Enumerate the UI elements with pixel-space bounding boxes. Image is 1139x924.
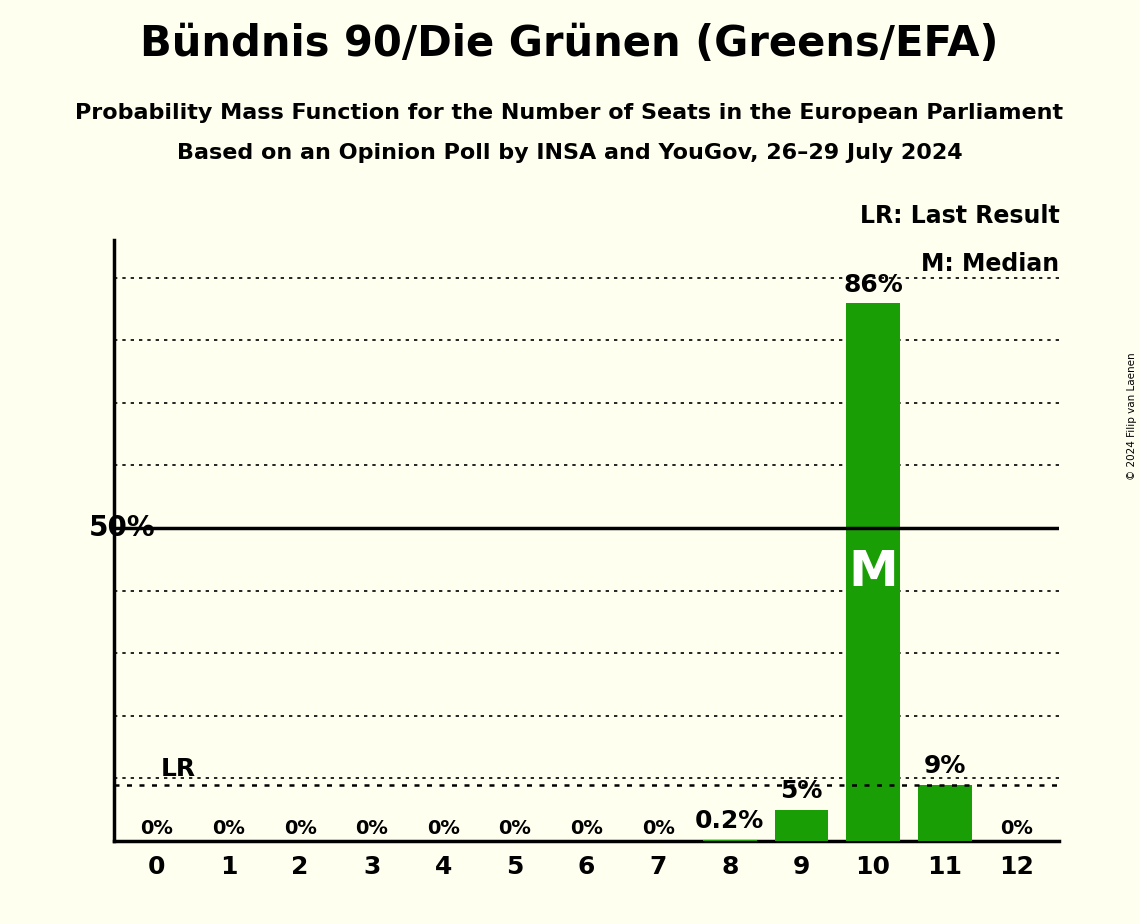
Bar: [846, 303, 900, 841]
Text: M: M: [849, 548, 898, 596]
Bar: [703, 840, 756, 841]
Text: © 2024 Filip van Laenen: © 2024 Filip van Laenen: [1126, 352, 1137, 480]
Text: 0%: 0%: [212, 820, 245, 838]
Text: 0.2%: 0.2%: [695, 809, 764, 833]
Bar: [918, 784, 972, 841]
Text: 0%: 0%: [284, 820, 317, 838]
Text: 0%: 0%: [355, 820, 388, 838]
Text: 0%: 0%: [1000, 820, 1033, 838]
Text: 0%: 0%: [427, 820, 460, 838]
Text: 0%: 0%: [499, 820, 532, 838]
Text: LR: Last Result: LR: Last Result: [860, 204, 1059, 228]
Text: Bündnis 90/Die Grünen (Greens/EFA): Bündnis 90/Die Grünen (Greens/EFA): [140, 23, 999, 65]
Text: 50%: 50%: [89, 514, 155, 542]
Text: 5%: 5%: [780, 779, 822, 803]
Text: 0%: 0%: [140, 820, 173, 838]
Text: 0%: 0%: [641, 820, 674, 838]
Text: M: Median: M: Median: [921, 252, 1059, 276]
Text: LR: LR: [161, 758, 196, 782]
Text: 9%: 9%: [924, 754, 966, 778]
Text: 0%: 0%: [571, 820, 603, 838]
Text: Based on an Opinion Poll by INSA and YouGov, 26–29 July 2024: Based on an Opinion Poll by INSA and You…: [177, 143, 962, 164]
Bar: [775, 809, 828, 841]
Text: Probability Mass Function for the Number of Seats in the European Parliament: Probability Mass Function for the Number…: [75, 103, 1064, 124]
Text: 86%: 86%: [843, 273, 903, 297]
